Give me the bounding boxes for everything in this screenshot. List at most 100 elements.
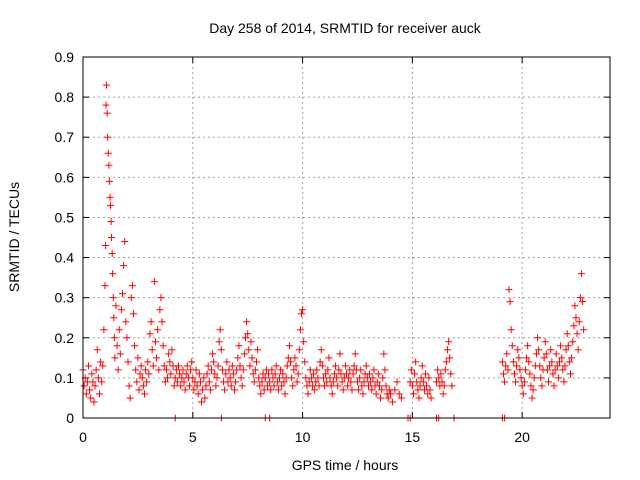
data-point	[381, 366, 389, 374]
data-point	[168, 346, 176, 354]
plot-border	[82, 56, 611, 419]
data-point	[114, 366, 122, 374]
data-point	[147, 318, 155, 326]
data-point	[423, 382, 431, 390]
data-point	[554, 374, 562, 382]
data-point	[177, 382, 185, 390]
data-point	[351, 350, 359, 358]
data-point	[225, 366, 233, 374]
data-point	[372, 390, 380, 398]
data-point	[232, 378, 240, 386]
data-point	[384, 394, 392, 402]
data-point	[285, 342, 293, 350]
data-point	[339, 386, 347, 394]
data-point	[373, 378, 381, 386]
data-point	[375, 382, 383, 390]
data-point	[445, 338, 453, 346]
data-point	[209, 350, 217, 358]
data-point	[109, 270, 117, 278]
x-tick-label: 10	[295, 429, 311, 445]
data-point	[149, 362, 157, 370]
data-point	[287, 358, 295, 366]
data-point	[369, 374, 377, 382]
data-point	[276, 374, 284, 382]
data-point	[194, 390, 202, 398]
data-point	[148, 346, 156, 354]
data-point	[566, 370, 574, 378]
data-point	[573, 330, 581, 338]
data-point	[513, 362, 521, 370]
data-point	[138, 374, 146, 382]
data-point	[332, 362, 340, 370]
data-point	[247, 338, 255, 346]
data-point	[548, 358, 556, 366]
data-point	[377, 394, 385, 402]
data-point	[563, 330, 571, 338]
data-point	[580, 326, 588, 334]
data-point	[105, 177, 113, 185]
data-point	[155, 366, 163, 374]
data-point	[179, 366, 187, 374]
x-axis-label: GPS time / hours	[292, 457, 399, 473]
data-point	[170, 382, 178, 390]
chart-title: Day 258 of 2014, SRMTID for receiver auc…	[209, 20, 482, 36]
data-point	[136, 370, 144, 378]
data-point	[534, 334, 542, 342]
data-point	[98, 378, 106, 386]
data-point	[328, 390, 336, 398]
data-point	[378, 386, 386, 394]
data-point	[305, 378, 313, 386]
data-point	[524, 342, 532, 350]
data-point	[132, 366, 140, 374]
data-point	[150, 278, 158, 286]
data-point	[316, 358, 324, 366]
data-point	[223, 358, 231, 366]
data-point	[330, 370, 338, 378]
data-point	[558, 354, 566, 362]
data-point	[102, 81, 110, 89]
data-point	[438, 378, 446, 386]
data-point	[568, 354, 576, 362]
data-point	[258, 378, 266, 386]
data-point	[571, 302, 579, 310]
y-tick-label: 0.6	[55, 169, 75, 185]
data-point	[446, 354, 454, 362]
data-point	[135, 386, 143, 394]
data-point	[515, 354, 523, 362]
data-point	[551, 366, 559, 374]
data-point	[349, 370, 357, 378]
data-point	[579, 298, 587, 306]
data-point	[189, 374, 197, 382]
data-point	[379, 374, 387, 382]
data-point	[527, 382, 535, 390]
data-point	[111, 354, 119, 362]
data-point	[292, 362, 300, 370]
data-point	[205, 378, 213, 386]
data-point	[507, 326, 515, 334]
data-point	[408, 382, 416, 390]
data-point	[228, 362, 236, 370]
data-point	[353, 378, 361, 386]
data-point	[290, 366, 298, 374]
data-point	[557, 342, 565, 350]
data-point	[119, 290, 127, 298]
data-point	[218, 366, 226, 374]
data-point	[553, 362, 561, 370]
data-point	[233, 366, 241, 374]
x-tick-label: 15	[405, 429, 421, 445]
data-point	[248, 354, 256, 362]
data-point	[311, 386, 319, 394]
data-point	[444, 346, 452, 354]
data-point	[355, 386, 363, 394]
data-point	[123, 334, 131, 342]
data-point	[144, 358, 152, 366]
data-point	[222, 370, 230, 378]
data-point	[412, 358, 420, 366]
data-point	[162, 366, 170, 374]
data-point	[360, 378, 368, 386]
data-point	[265, 370, 273, 378]
data-point	[175, 362, 183, 370]
data-point	[127, 294, 135, 302]
data-point	[181, 386, 189, 394]
